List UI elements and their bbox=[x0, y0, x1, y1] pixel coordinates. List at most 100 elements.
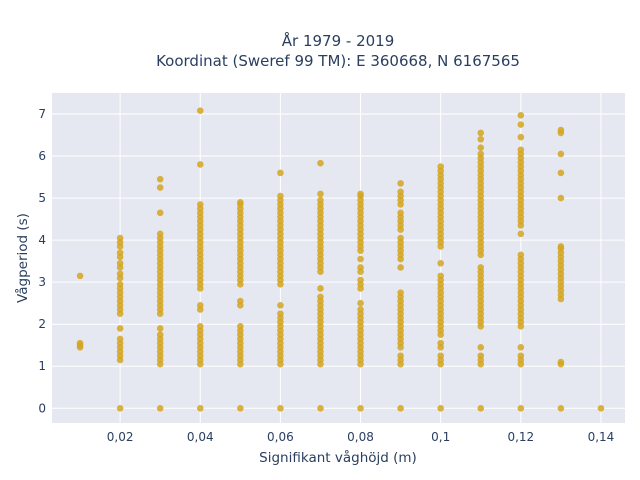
data-point bbox=[317, 293, 324, 301]
data-point bbox=[156, 230, 164, 238]
data-point bbox=[196, 107, 204, 114]
data-point bbox=[277, 301, 284, 309]
x-tick-label: 0,14 bbox=[588, 430, 615, 444]
y-tick-label: 1 bbox=[38, 359, 46, 373]
y-tick-label: 2 bbox=[38, 317, 46, 331]
data-point bbox=[357, 190, 364, 198]
data-point bbox=[397, 264, 404, 271]
x-tick-label: 0,08 bbox=[347, 430, 374, 444]
x-axis-ticks: 0,02 0,04 0,06 0,08 0,1 0,12 0,14 bbox=[107, 430, 615, 444]
data-point bbox=[517, 344, 525, 351]
data-point bbox=[557, 150, 565, 158]
y-tick-label: 5 bbox=[38, 191, 46, 205]
data-point bbox=[277, 192, 284, 200]
data-point bbox=[317, 190, 324, 198]
data-point bbox=[437, 163, 444, 170]
data-point bbox=[357, 306, 364, 313]
data-point bbox=[237, 323, 244, 330]
data-point bbox=[557, 126, 565, 134]
data-point bbox=[437, 259, 444, 267]
data-point bbox=[477, 135, 485, 143]
data-point bbox=[237, 198, 244, 206]
data-point bbox=[116, 234, 124, 242]
data-point bbox=[437, 272, 444, 280]
data-point bbox=[196, 201, 204, 208]
x-tick-label: 0,06 bbox=[267, 430, 294, 444]
data-point bbox=[156, 325, 164, 332]
data-point bbox=[277, 310, 284, 318]
data-point bbox=[397, 180, 404, 187]
y-axis-ticks: 0 1 2 3 4 5 6 7 bbox=[38, 107, 46, 415]
data-point bbox=[557, 404, 565, 412]
data-point bbox=[477, 264, 485, 271]
data-point bbox=[237, 297, 244, 305]
data-point bbox=[196, 161, 204, 168]
data-point bbox=[517, 230, 525, 238]
data-point bbox=[517, 404, 525, 412]
x-tick-label: 0,02 bbox=[107, 430, 134, 444]
data-point bbox=[397, 352, 404, 360]
data-point bbox=[116, 404, 124, 412]
y-tick-label: 4 bbox=[38, 233, 46, 247]
data-point bbox=[357, 299, 364, 307]
data-point bbox=[116, 335, 124, 343]
data-point bbox=[357, 276, 364, 284]
data-point bbox=[517, 133, 525, 141]
data-point bbox=[517, 251, 525, 259]
data-point bbox=[557, 169, 565, 177]
data-point bbox=[317, 404, 324, 412]
data-point bbox=[357, 255, 364, 263]
x-tick-label: 0,04 bbox=[187, 430, 214, 444]
data-point bbox=[557, 243, 565, 250]
data-point bbox=[397, 188, 404, 196]
data-point bbox=[116, 259, 124, 267]
data-point bbox=[557, 194, 565, 202]
data-point bbox=[397, 404, 404, 412]
data-point bbox=[196, 404, 204, 412]
data-point bbox=[76, 339, 84, 347]
data-point bbox=[317, 159, 324, 167]
chart-title-line-1: År 1979 - 2019 bbox=[282, 31, 395, 50]
data-point bbox=[116, 325, 124, 332]
data-point bbox=[397, 289, 404, 296]
data-point bbox=[116, 280, 124, 288]
data-point bbox=[156, 331, 164, 339]
data-point bbox=[397, 209, 404, 217]
data-point bbox=[317, 196, 324, 204]
data-point bbox=[357, 264, 364, 271]
y-tick-label: 0 bbox=[38, 401, 46, 415]
data-point bbox=[196, 323, 204, 330]
data-point bbox=[156, 209, 164, 217]
data-point bbox=[557, 358, 565, 366]
data-point bbox=[76, 272, 84, 280]
data-point bbox=[237, 404, 244, 412]
data-point bbox=[517, 352, 525, 360]
data-point bbox=[477, 144, 485, 151]
x-tick-label: 0,12 bbox=[507, 430, 534, 444]
data-point bbox=[196, 301, 204, 309]
data-point bbox=[156, 404, 164, 412]
data-point bbox=[517, 146, 525, 154]
data-point bbox=[517, 111, 525, 119]
y-tick-label: 7 bbox=[38, 107, 46, 121]
data-point bbox=[116, 249, 124, 257]
data-point bbox=[277, 404, 284, 412]
data-point bbox=[437, 352, 444, 360]
x-axis-title: Signifikant våghöjd (m) bbox=[259, 449, 417, 466]
data-point bbox=[477, 352, 485, 360]
data-point bbox=[437, 404, 444, 412]
plot-background bbox=[52, 93, 625, 423]
data-point bbox=[156, 175, 164, 183]
chart-title-line-2: Koordinat (Sweref 99 TM): E 360668, N 61… bbox=[156, 52, 520, 70]
data-point bbox=[477, 404, 485, 412]
data-point bbox=[517, 121, 525, 128]
data-point bbox=[317, 285, 324, 292]
data-point bbox=[116, 270, 124, 278]
data-point bbox=[437, 339, 444, 347]
data-point bbox=[477, 344, 485, 351]
y-tick-label: 6 bbox=[38, 149, 46, 163]
data-point bbox=[597, 404, 605, 412]
y-tick-label: 3 bbox=[38, 275, 46, 289]
data-point bbox=[477, 150, 485, 158]
